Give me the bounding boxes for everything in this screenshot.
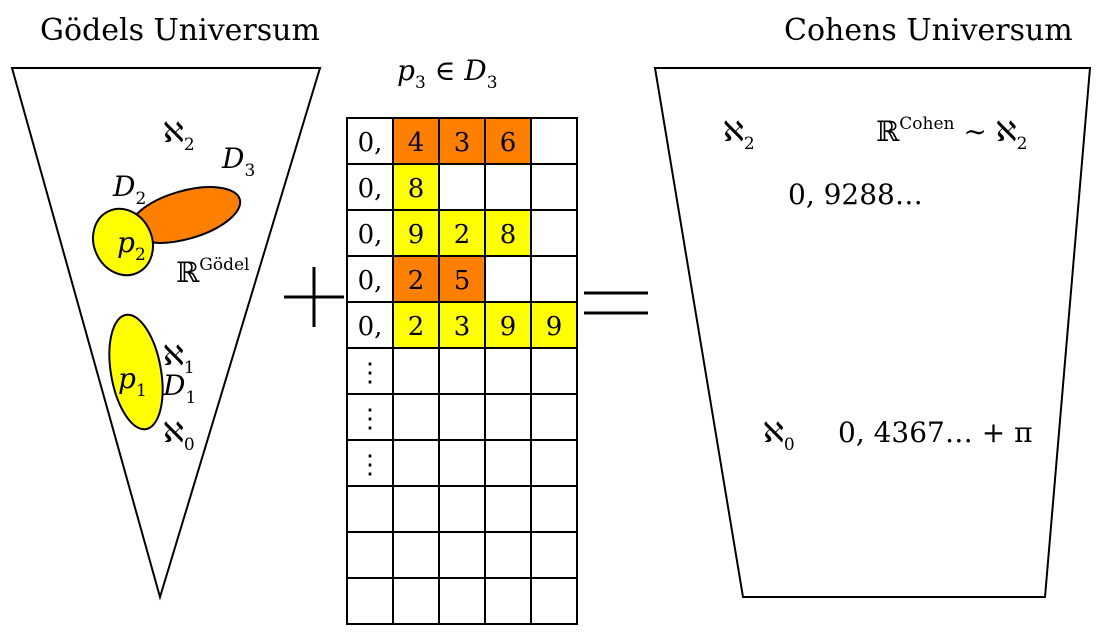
grid-digit: 9 (546, 312, 563, 342)
grid-cell (438, 209, 486, 257)
grid-cell (484, 347, 532, 395)
p1-region (108, 313, 164, 431)
grid-cell (392, 393, 440, 441)
grid-row-prefix: ⋮ (357, 404, 383, 434)
grid-cell (438, 117, 486, 165)
grid-cell (346, 485, 394, 533)
grid-cell (392, 577, 440, 625)
grid-row-prefix: 0, (358, 266, 383, 296)
grid-cell (484, 439, 532, 487)
grid-cell (484, 577, 532, 625)
decimal-grid: 0, 4 3 60, 80, 9 2 80, 2 50, 2 3 9 9⋮⋮⋮ (346, 117, 578, 625)
label-reals-cohen: ℝCohen ∼ ℵ2 (876, 114, 1027, 154)
grid-cell (438, 485, 486, 533)
grid-cell (438, 393, 486, 441)
grid-digit: 5 (454, 266, 471, 296)
grid-digit: 2 (408, 312, 425, 342)
grid-cell (484, 255, 532, 303)
grid-cell (530, 163, 578, 211)
grid-row-prefix: 0, (358, 174, 383, 204)
grid-row-prefix: 0, (358, 220, 383, 250)
grid-digit: 4 (408, 128, 425, 158)
grid-cell (392, 301, 440, 349)
grid-cell (438, 301, 486, 349)
left-aleph1: ℵ1 (163, 339, 195, 378)
grid-cell (438, 347, 486, 395)
grid-cell (346, 439, 394, 487)
grid-cell (346, 209, 394, 257)
grid-cell (438, 531, 486, 579)
grid-cell (438, 577, 486, 625)
p2-region (92, 207, 154, 277)
grid-cell (392, 531, 440, 579)
left-aleph2: ℵ2 (163, 116, 195, 155)
label-d2: D2 (112, 170, 146, 209)
grid-digit: 2 (408, 266, 425, 296)
grid-digit: 9 (408, 220, 425, 250)
grid-row-prefix: 0, (358, 312, 383, 342)
grid-cell (346, 347, 394, 395)
grid-digit: 8 (408, 174, 425, 204)
goedel-universe-title: Gödels Universum (40, 13, 320, 48)
plus-sign (284, 267, 344, 327)
grid-cell (484, 531, 532, 579)
grid-cell (484, 163, 532, 211)
grid-cell (392, 485, 440, 533)
grid-cell (392, 209, 440, 257)
right-aleph2: ℵ2 (723, 115, 755, 154)
grid-digit: 8 (500, 220, 517, 250)
grid-cell (530, 117, 578, 165)
grid-cell (530, 577, 578, 625)
grid-cell (346, 577, 394, 625)
cohen-universe-title: Cohens Universum (784, 13, 1073, 48)
grid-digit: 9 (500, 312, 517, 342)
grid-cell (392, 347, 440, 395)
grid-digit: 2 (454, 220, 471, 250)
grid-cell (530, 209, 578, 257)
grid-cell (438, 163, 486, 211)
grid-cell (484, 393, 532, 441)
grid-cell (438, 439, 486, 487)
grid-row-prefix: ⋮ (357, 358, 383, 388)
grid-row-prefix: 0, (358, 128, 383, 158)
label-d1: D1 (162, 369, 196, 408)
label-d3: D3 (221, 142, 255, 181)
label-reals-goedel: ℝGödel (176, 255, 249, 289)
grid-cell (530, 531, 578, 579)
grid-digit: 6 (500, 128, 517, 158)
cohen-number-2: 0, 4367… + π (838, 416, 1033, 449)
grid-row-prefix: ⋮ (357, 450, 383, 480)
label-p2: p2 (117, 226, 146, 265)
goedel-universe-triangle (10, 67, 322, 601)
grid-cell (530, 439, 578, 487)
right-aleph0: ℵ0 (763, 416, 795, 455)
grid-cell (346, 531, 394, 579)
condition-label: p3 ∈ D3 (397, 54, 498, 93)
grid-cell (530, 393, 578, 441)
cohen-number-1: 0, 9288… (788, 178, 923, 211)
equals-sign (584, 291, 648, 315)
grid-digit: 3 (454, 128, 471, 158)
grid-cell (530, 255, 578, 303)
goedel-universe: Gödels Universum ℵ2 D3 D2 p2 ℝGödel ℵ1 p… (10, 13, 322, 601)
grid-cell (530, 347, 578, 395)
grid-cell (484, 485, 532, 533)
grid-cell (392, 439, 440, 487)
cohen-universe-trapezoid (653, 67, 1092, 598)
label-p1: p1 (118, 362, 147, 401)
grid-digit: 3 (454, 312, 471, 342)
cohen-universe: Cohens Universum ℵ2 ℝCohen ∼ ℵ2 0, 9288…… (653, 13, 1092, 598)
left-aleph0: ℵ0 (163, 416, 195, 455)
grid-cell (530, 485, 578, 533)
